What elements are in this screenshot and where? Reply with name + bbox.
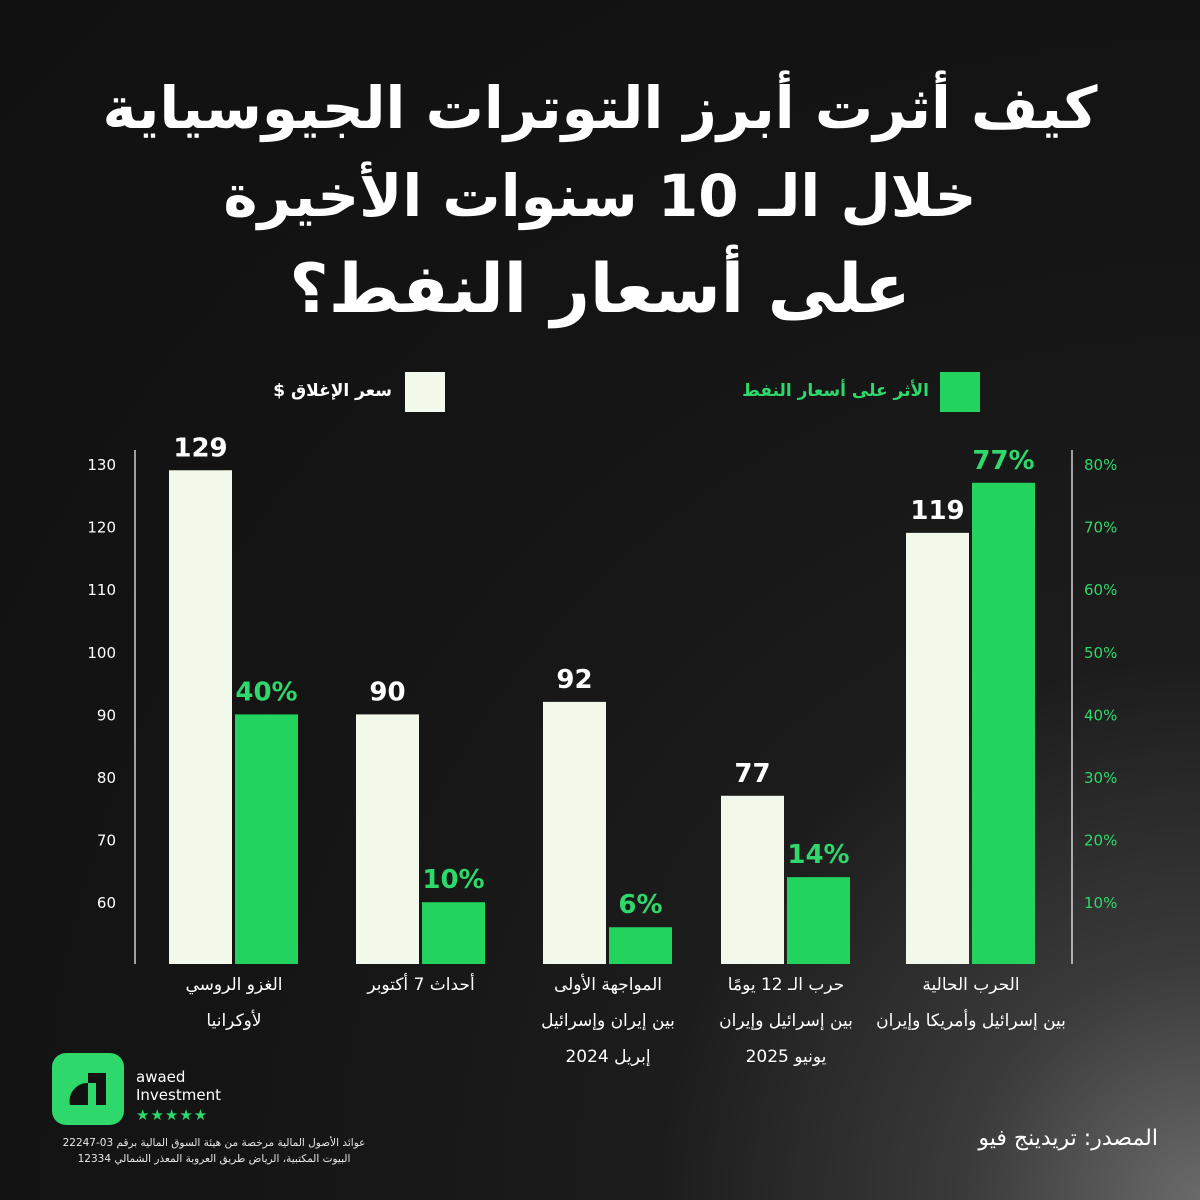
price-bar [543,701,606,964]
right-tick-label: 20% [1084,832,1117,850]
price-value-label: 129 [173,433,227,463]
impact-value-label: 14% [787,840,849,870]
legend-swatch-impact [940,372,980,412]
right-tick-label: 30% [1084,769,1117,787]
impact-bar [787,877,850,964]
rating-stars-icon: ★★★★★ [136,1106,209,1124]
left-tick-label: 120 [87,519,116,537]
left-tick-label: 90 [97,706,116,724]
right-tick-label: 70% [1084,519,1117,537]
brand-name: awaed [136,1068,186,1086]
license-line-1: عوائد الأصول المالية مرخصة من هيئة السوق… [62,1137,366,1149]
left-tick-label: 110 [87,581,116,599]
category-label: حرب الـ 12 يومًا [727,975,845,995]
price-value-label: 119 [910,496,964,526]
left-tick-label: 70 [97,832,116,850]
price-value-label: 92 [556,665,592,695]
impact-value-label: 40% [235,677,297,707]
category-label: الحرب الحالية [922,975,1020,995]
category-label: لأوكرانيا [206,1011,262,1031]
right-tick-label: 60% [1084,581,1117,599]
license-line-2: البيوت المكتبية، الرياض طريق العروبة الم… [77,1153,351,1165]
price-bar [356,714,419,964]
price-value-label: 77 [734,759,770,789]
left-tick-label: 130 [87,456,116,474]
price-value-label: 90 [369,677,405,707]
price-bar [169,470,232,964]
title-line-1: كيف أثرت أبرز التوترات الجيوسياية [102,74,1098,142]
impact-bar [422,902,485,964]
category-label: إبريل 2024 [565,1047,651,1067]
right-tick-label: 50% [1084,644,1117,662]
impact-bar [235,714,298,964]
left-tick-label: 100 [87,644,116,662]
right-tick-label: 80% [1084,456,1117,474]
category-label: أحداث 7 أكتوبر [367,975,475,995]
category-label: الغزو الروسي [185,975,283,995]
legend-swatch-price [405,372,445,412]
logo-mark-icon [69,1073,106,1105]
brand-subtitle: Investment [136,1086,221,1104]
right-tick-label: 10% [1084,894,1117,912]
category-label: المواجهة الأولى [553,975,663,995]
price-bar [721,795,784,964]
right-tick-label: 40% [1084,706,1117,724]
awaed-logo [52,1053,124,1125]
category-label: بين إيران وإسرائيل [541,1011,675,1031]
category-label: يونيو 2025 [745,1047,827,1067]
left-tick-label: 80 [97,769,116,787]
price-bar [906,532,969,964]
source-note: المصدر: تريدينج فيو [978,1126,1158,1151]
impact-value-label: 6% [618,890,662,920]
category-label: بين إسرائيل وأمريكا وإيران [876,1011,1066,1031]
title-line-2: خلال الـ 10 سنوات الأخيرة [223,162,977,230]
title-line-3: على أسعار النفط؟ [289,250,911,329]
category-label: بين إسرائيل وإيران [719,1011,853,1031]
left-tick-label: 60 [97,894,116,912]
impact-value-label: 10% [422,865,484,895]
legend-label-impact: الأثر على أسعار النفط [742,381,929,401]
impact-bar [972,482,1035,964]
impact-value-label: 77% [972,446,1034,476]
legend-label-price: سعر الإغلاق $ [273,381,392,401]
impact-bar [609,927,672,964]
